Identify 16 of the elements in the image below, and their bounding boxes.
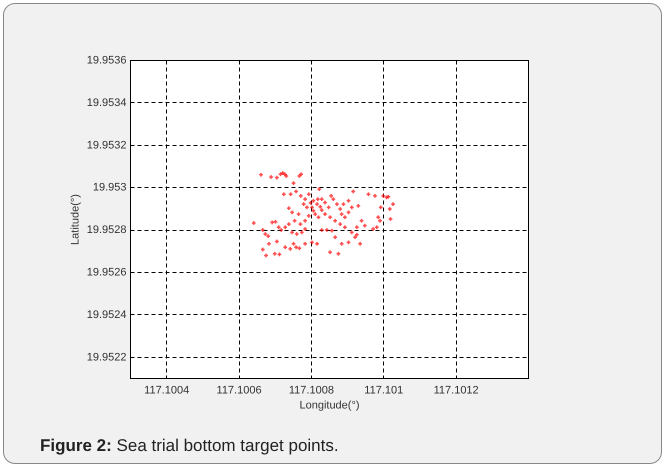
y-tick-label: 19.9536 — [86, 54, 126, 66]
y-tick-label: 19.9522 — [86, 351, 126, 364]
caption: Figure 2: Sea trial bottom target points. — [40, 436, 339, 456]
y-tick-label: 19.9526 — [86, 266, 126, 278]
x-tick-label: 117.1012 — [434, 384, 479, 396]
x-axis-title: Longitude(°) — [299, 400, 360, 412]
y-tick-label: 19.9524 — [86, 308, 126, 321]
x-tick-label: 117.1008 — [288, 384, 334, 396]
y-tick-label: 19.9534 — [86, 96, 126, 109]
y-axis-title: Latitude(°) — [70, 194, 82, 245]
y-tick-label: 19.9528 — [86, 224, 126, 236]
y-tick-label: 19.9532 — [86, 139, 126, 152]
x-tick-label: 117.1006 — [216, 384, 262, 396]
x-tick-label: 117.1004 — [144, 384, 190, 396]
y-tick-label: 19.953 — [92, 182, 126, 194]
x-tick-label: 117.101 — [364, 384, 404, 396]
